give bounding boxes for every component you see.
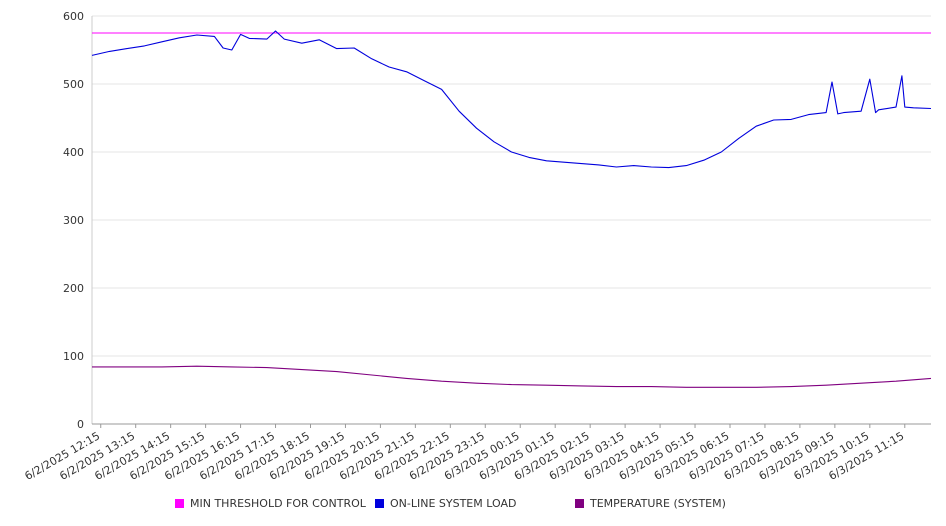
grid-lines — [92, 15, 931, 425]
y-tick-label: 100 — [63, 350, 84, 363]
y-axis: 0 100 200 300 400 500 600 — [63, 10, 93, 431]
legend-item-temperature: TEMPERATURE (SYSTEM) — [575, 497, 726, 510]
series-lines — [91, 30, 932, 388]
legend-item-system-load: ON-LINE SYSTEM LOAD — [375, 497, 516, 510]
legend-label-min-threshold: MIN THRESHOLD FOR CONTROL — [190, 497, 366, 510]
y-tick-label: 300 — [63, 214, 84, 227]
x-axis: 6/2/2025 12:156/2/2025 13:156/2/2025 14:… — [22, 423, 931, 483]
legend-item-min-threshold: MIN THRESHOLD FOR CONTROL — [175, 497, 366, 510]
legend-swatch-min-threshold — [175, 499, 184, 508]
y-tick-label: 400 — [63, 146, 84, 159]
series-line-temperature-system — [92, 365, 932, 388]
legend-label-temperature: TEMPERATURE (SYSTEM) — [590, 497, 726, 510]
legend-label-system-load: ON-LINE SYSTEM LOAD — [390, 497, 517, 510]
legend-swatch-temperature — [575, 499, 584, 508]
legend-swatch-system-load — [375, 499, 384, 508]
y-tick-label: 500 — [63, 78, 84, 91]
y-tick-label: 200 — [63, 282, 84, 295]
series-line-on-line-system-load — [91, 30, 932, 169]
legend: MIN THRESHOLD FOR CONTROL ON-LINE SYSTEM… — [175, 497, 946, 515]
y-tick-label: 600 — [63, 10, 84, 23]
y-tick-label: 0 — [77, 418, 84, 431]
